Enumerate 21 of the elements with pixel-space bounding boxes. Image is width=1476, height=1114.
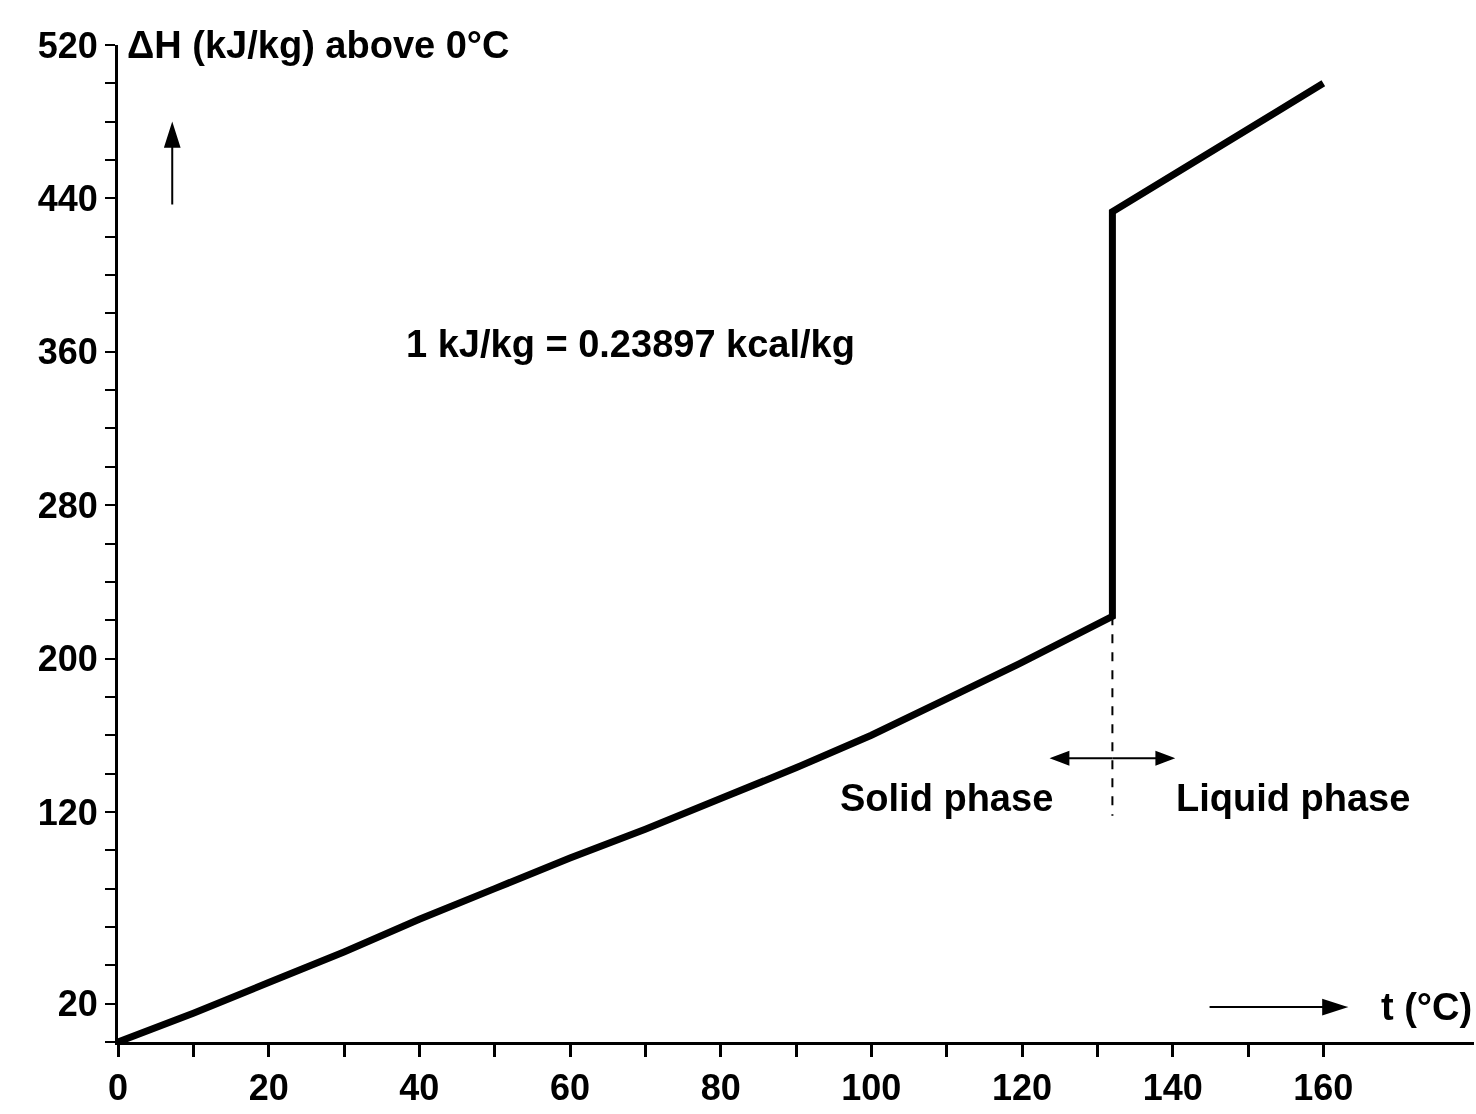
x-tick-label: 40 <box>399 1067 440 1109</box>
y-tick-label: 520 <box>37 24 98 66</box>
y-tick-label: 440 <box>37 177 98 219</box>
x-tick-label: 20 <box>248 1067 289 1109</box>
y-tick-label: 120 <box>37 791 98 833</box>
x-axis-title: t (°C) <box>1381 986 1473 1028</box>
y-tick-label: 20 <box>57 983 98 1025</box>
y-tick-label: 280 <box>37 484 98 526</box>
annotation: Solid phase <box>840 777 1054 819</box>
x-tick-label: 100 <box>841 1067 902 1109</box>
y-axis-title: ΔH (kJ/kg) above 0°C <box>127 24 510 66</box>
y-tick-label: 360 <box>37 331 98 373</box>
annotation: Liquid phase <box>1176 777 1411 819</box>
x-tick-label: 0 <box>107 1067 129 1109</box>
y-tick-label: 200 <box>37 638 98 680</box>
x-tick-label: 80 <box>700 1067 741 1109</box>
x-tick-label: 60 <box>549 1067 591 1109</box>
annotation: 1 kJ/kg = 0.23897 kcal/kg <box>406 323 855 365</box>
x-tick-label: 160 <box>1293 1067 1354 1109</box>
x-tick-label: 140 <box>1142 1067 1203 1109</box>
x-tick-label: 120 <box>991 1067 1053 1109</box>
